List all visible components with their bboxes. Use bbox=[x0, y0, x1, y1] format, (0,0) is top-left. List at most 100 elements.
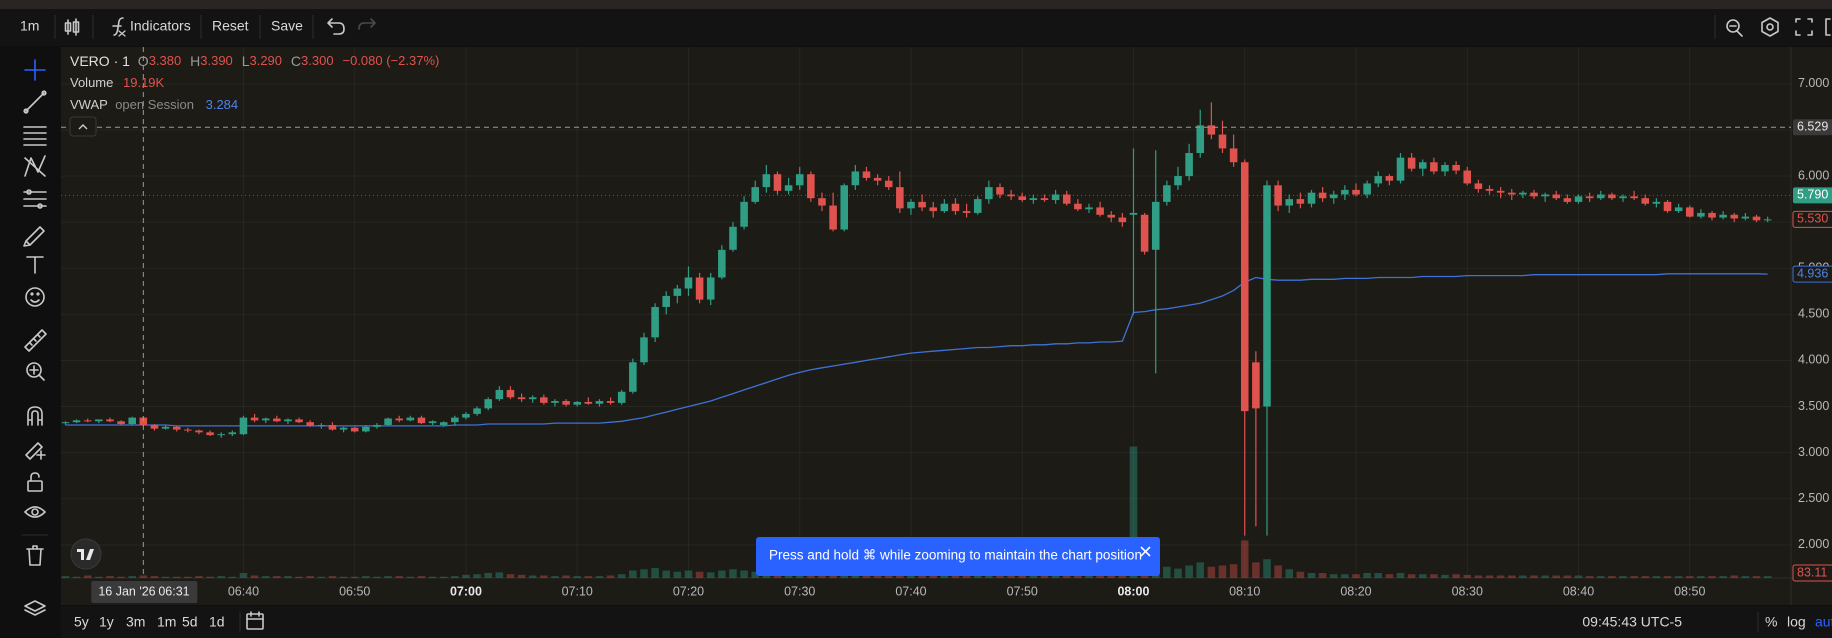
redo-button[interactable] bbox=[358, 18, 376, 30]
params: open Session bbox=[115, 97, 194, 112]
fullscreen-button[interactable] bbox=[1795, 18, 1813, 36]
volume-bar bbox=[239, 572, 248, 578]
logo[interactable] bbox=[70, 538, 102, 570]
trendline-tool[interactable] bbox=[23, 90, 47, 114]
range-button[interactable]: 1d bbox=[209, 614, 225, 630]
label[interactable]: VWAP bbox=[70, 97, 108, 112]
volume-bar bbox=[1430, 574, 1438, 578]
toast-close[interactable] bbox=[1140, 546, 1151, 557]
volume-bar bbox=[1051, 574, 1060, 578]
range-button[interactable]: 5d bbox=[182, 614, 198, 630]
volume-bar bbox=[428, 576, 437, 578]
volume-bar bbox=[562, 575, 570, 578]
candle-body bbox=[1062, 194, 1071, 204]
volume-bar bbox=[1441, 574, 1449, 578]
label: C bbox=[291, 53, 301, 69]
volume-bar bbox=[751, 571, 760, 578]
settings-button[interactable] bbox=[1761, 17, 1779, 37]
candle-body bbox=[651, 306, 659, 338]
interval-button[interactable]: 1m bbox=[20, 18, 39, 34]
percent-toggle[interactable]: % bbox=[1765, 614, 1777, 630]
volume-bar bbox=[1196, 562, 1205, 578]
legend-volume: Volume 19.19K bbox=[70, 75, 165, 90]
candle-body bbox=[1007, 194, 1015, 197]
zoom-tool[interactable] bbox=[26, 362, 45, 381]
volume-bar bbox=[1574, 575, 1583, 578]
lock-tool[interactable] bbox=[27, 472, 43, 492]
brush-tool[interactable] bbox=[23, 226, 45, 247]
volume-bar bbox=[718, 570, 726, 578]
volume-bar bbox=[1407, 574, 1416, 578]
volume-bar bbox=[862, 574, 871, 578]
candle-body bbox=[740, 201, 748, 227]
range-button[interactable]: 1m bbox=[157, 614, 176, 630]
indicators-button[interactable]: Indicators bbox=[130, 18, 191, 34]
candle-body bbox=[1608, 194, 1616, 199]
volume-bar bbox=[1452, 574, 1460, 578]
crosshair-time: 06:31 bbox=[158, 584, 189, 598]
icon-tool[interactable] bbox=[25, 287, 45, 307]
x-tick-label: 07:40 bbox=[895, 584, 926, 598]
volume-bar bbox=[228, 576, 237, 578]
volume-bar bbox=[1018, 575, 1027, 578]
x-tick-label: 08:50 bbox=[1674, 584, 1705, 598]
candle-body bbox=[350, 427, 359, 432]
volume-bar bbox=[417, 576, 426, 578]
volume-bar bbox=[1229, 564, 1238, 578]
candle-body bbox=[551, 401, 559, 403]
y-tick-label: 6.000 bbox=[1798, 168, 1829, 182]
grid bbox=[61, 47, 1791, 578]
candle-body bbox=[929, 207, 938, 212]
value: 3.390 bbox=[200, 53, 233, 68]
auto-toggle[interactable]: auto bbox=[1815, 614, 1832, 630]
object-tree-button[interactable] bbox=[24, 600, 46, 616]
range-button[interactable]: 1y bbox=[99, 614, 114, 630]
candle-body bbox=[239, 417, 248, 435]
volume-bar bbox=[295, 576, 303, 578]
candle-body bbox=[918, 201, 926, 208]
goto-date-button[interactable] bbox=[246, 611, 264, 630]
range-button[interactable]: 3m bbox=[126, 614, 145, 630]
crosshair-tool[interactable] bbox=[24, 59, 46, 81]
candle-body bbox=[1474, 183, 1483, 189]
candle-body bbox=[773, 174, 782, 191]
delete-tool[interactable] bbox=[26, 545, 44, 566]
candle-body bbox=[1496, 190, 1505, 193]
drawing-mode-tool[interactable] bbox=[25, 442, 46, 460]
fib-tool[interactable] bbox=[23, 126, 47, 146]
magnet-tool[interactable] bbox=[27, 406, 43, 426]
candle-body bbox=[161, 426, 170, 429]
save-button[interactable]: Save bbox=[271, 18, 303, 34]
reset-button[interactable]: Reset bbox=[212, 18, 249, 34]
volume-bar bbox=[907, 574, 915, 578]
candle-body bbox=[762, 174, 771, 188]
candle-body bbox=[83, 420, 92, 422]
volume-bar bbox=[495, 572, 504, 578]
level-tag-box bbox=[1793, 187, 1832, 204]
measure-tool[interactable] bbox=[24, 329, 47, 352]
candle-body bbox=[1596, 194, 1605, 199]
snapshot-button[interactable] bbox=[1825, 18, 1831, 36]
chart-type-button[interactable] bbox=[64, 18, 80, 36]
undo-button[interactable] bbox=[327, 18, 345, 35]
volume-bar bbox=[1418, 574, 1427, 578]
pattern-tool[interactable] bbox=[24, 155, 46, 177]
indicators-icon[interactable] bbox=[112, 17, 126, 37]
candle-body bbox=[985, 187, 993, 200]
volume-bar bbox=[406, 576, 415, 578]
candle-body bbox=[339, 427, 348, 430]
text-tool[interactable] bbox=[26, 256, 44, 274]
volume-bar bbox=[1741, 576, 1750, 578]
log-toggle[interactable]: log bbox=[1787, 614, 1806, 630]
forecast-tool[interactable] bbox=[23, 189, 47, 209]
collapse-button[interactable] bbox=[69, 116, 97, 137]
label[interactable]: Volume bbox=[70, 75, 113, 90]
range-button[interactable]: 5y bbox=[74, 614, 89, 630]
volume-bar bbox=[61, 576, 70, 578]
candle-body bbox=[428, 421, 437, 424]
symbol[interactable]: VERO · 1 bbox=[70, 53, 130, 69]
search-button[interactable] bbox=[1726, 19, 1743, 37]
visibility-tool[interactable] bbox=[24, 506, 46, 518]
candle-body bbox=[1752, 216, 1761, 221]
candle-body bbox=[684, 277, 693, 289]
